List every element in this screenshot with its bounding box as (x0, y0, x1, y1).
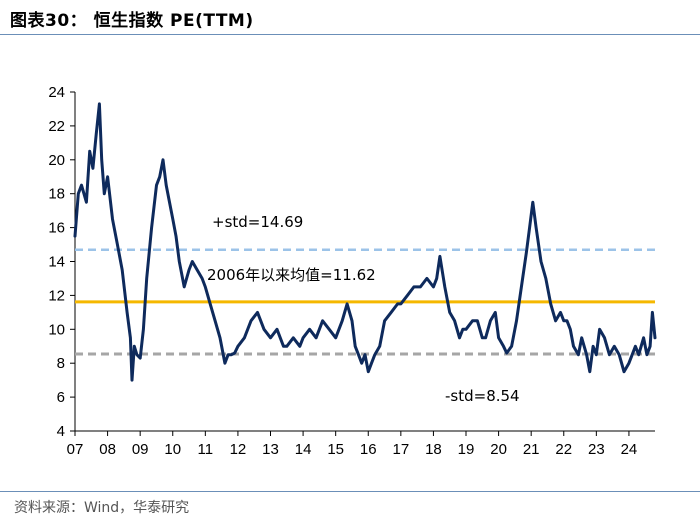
series-group (73, 102, 657, 382)
y-tick-label: 16 (48, 220, 65, 237)
top-rule (0, 34, 700, 35)
x-tick-label: 09 (132, 441, 149, 458)
y-tick-label: 22 (48, 118, 65, 135)
x-tick-label: 13 (262, 441, 279, 458)
y-tick-label: 18 (48, 186, 65, 203)
x-tick-label: 18 (425, 441, 442, 458)
x-tick-label: 11 (198, 441, 214, 458)
y-tick-label: 6 (57, 389, 65, 406)
y-tick-label: 10 (48, 321, 65, 338)
y-tick-label: 24 (48, 84, 65, 101)
source-note: 资料来源：Wind，华泰研究 (14, 500, 190, 516)
annotations: +std=14.69 2006年以来均值=11.62 -std=8.54 (207, 213, 520, 405)
y-tick-label: 20 (48, 152, 65, 169)
y-tick-label: 8 (57, 355, 65, 372)
x-tick-label: 12 (230, 441, 247, 458)
bottom-rule (0, 491, 700, 492)
x-tick-label: 21 (523, 441, 540, 458)
x-tick-label: 23 (588, 441, 605, 458)
x-tick-label: 10 (164, 441, 181, 458)
x-tick-label: 24 (621, 441, 638, 458)
x-tick-label: 19 (458, 441, 475, 458)
figure-title: 图表30： 恒生指数 PE(TTM) (10, 11, 254, 31)
plus_std-label: +std=14.69 (212, 213, 303, 231)
x-tick-label: 16 (360, 441, 377, 458)
x-tick-label: 14 (295, 441, 312, 458)
y-tick-label: 12 (48, 287, 65, 304)
y-tick-label: 4 (57, 423, 65, 440)
x-tick-label: 15 (327, 441, 344, 458)
x-tick-label: 07 (67, 441, 84, 458)
x-tick-label: 17 (392, 441, 409, 458)
x-tick-label: 20 (490, 441, 507, 458)
y-axis: 4 6 8 10 12 14 16 18 20 22 24 (48, 84, 76, 440)
x-axis: 07 08 09 10 11 12 13 14 15 16 17 18 19 20 21 22 23 24 (67, 430, 655, 458)
x-tick-label: 22 (555, 441, 572, 458)
mean-label: 2006年以来均值=11.62 (207, 266, 376, 284)
x-tick-label: 08 (99, 441, 116, 458)
minus_std-label: -std=8.54 (445, 387, 520, 405)
pe-series-line (73, 102, 657, 382)
pe-chart: 4 6 8 10 12 14 16 18 20 22 24 07 08 09 10 11 12 13 14 15 16… (48, 84, 657, 458)
y-tick-label: 14 (48, 254, 65, 271)
